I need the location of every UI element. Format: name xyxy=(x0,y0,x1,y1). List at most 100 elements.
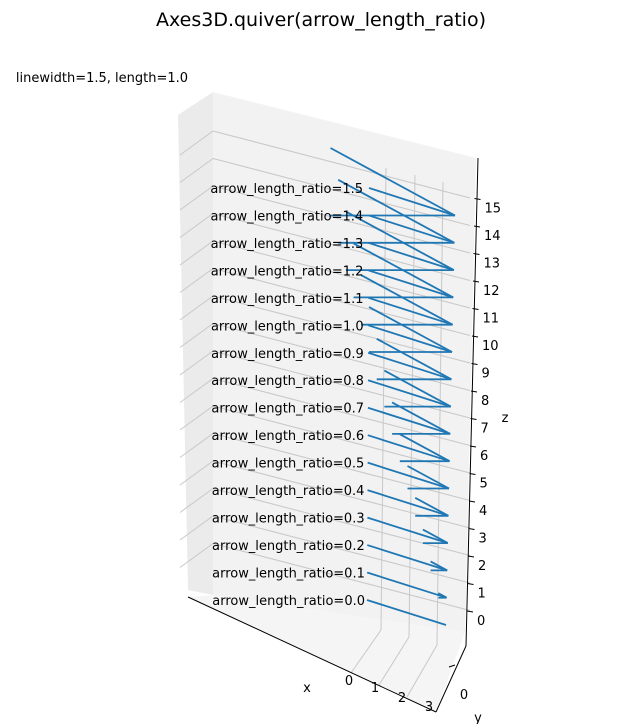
z-tick-label: 13 xyxy=(484,257,501,272)
y-tick xyxy=(448,664,456,668)
z-axis-label: z xyxy=(502,411,509,426)
z-gridline-left xyxy=(179,543,214,568)
z-tick xyxy=(472,308,479,310)
arrow-head-barb xyxy=(360,274,454,326)
chart-subtitle: linewidth=1.5, length=1.0 xyxy=(16,71,188,86)
z-tick-label: 11 xyxy=(483,312,500,327)
z-tick-label: 7 xyxy=(481,422,489,437)
z-gridline xyxy=(212,460,471,529)
z-gridline xyxy=(212,185,471,254)
arrow-head-barb xyxy=(376,338,452,381)
arrow-shaft xyxy=(367,489,449,517)
x-tick-label: 1 xyxy=(371,681,379,696)
arrow-head-barb xyxy=(414,497,449,517)
arrow-shaft xyxy=(367,516,449,544)
z-gridline-left xyxy=(179,323,214,348)
arrow-label: arrow_length_ratio=0.3 xyxy=(212,512,365,527)
z-gridline-left xyxy=(179,213,214,238)
z-gridline-left xyxy=(179,158,214,183)
x-gridline-floor xyxy=(350,629,382,674)
y-axis-line xyxy=(435,645,467,713)
arrow-head-barb xyxy=(337,179,455,244)
z-tick-label: 6 xyxy=(480,449,488,464)
z-gridline-left xyxy=(179,130,214,156)
arrow-shaft xyxy=(368,242,455,271)
z-gridline-left xyxy=(179,488,214,513)
x-tick-label: 0 xyxy=(345,674,353,689)
z-tick xyxy=(470,418,477,420)
z-tick-label: 5 xyxy=(480,477,488,492)
z-gridline-left xyxy=(179,240,214,266)
x-gridline xyxy=(380,167,387,631)
arrow-label: arrow_length_ratio=0.0 xyxy=(212,594,365,609)
arrow-label: arrow_length_ratio=1.1 xyxy=(211,292,364,307)
arrow-shaft xyxy=(366,571,447,599)
z-gridline-left xyxy=(179,433,214,458)
z-tick xyxy=(472,280,480,283)
z-tick-label: 2 xyxy=(478,559,486,574)
arrow-shaft xyxy=(366,599,447,626)
arrow-label: arrow_length_ratio=0.5 xyxy=(212,457,365,472)
y-axis-label: y xyxy=(474,711,482,724)
z-gridline-left xyxy=(179,350,214,376)
y-tick-label: 0 xyxy=(460,688,468,703)
x-gridline-floor xyxy=(406,644,438,698)
arrow-shaft xyxy=(367,379,452,408)
floor-pane xyxy=(188,595,465,712)
z-gridline xyxy=(212,543,471,611)
z-gridline xyxy=(212,488,471,556)
arrow-shaft xyxy=(368,187,456,217)
arrow-shaft xyxy=(367,434,450,463)
arrow-label: arrow_length_ratio=0.2 xyxy=(212,539,365,554)
arrow-series xyxy=(330,147,456,626)
z-tick xyxy=(469,473,476,475)
z-tick xyxy=(467,583,474,585)
arrow-label: arrow_length_ratio=0.7 xyxy=(211,402,364,417)
z-tick-label: 12 xyxy=(483,284,500,299)
chart-title: Axes3D.quiver(arrow_length_ratio) xyxy=(156,9,486,31)
z-tick xyxy=(473,253,480,255)
arrow-label: arrow_length_ratio=1.4 xyxy=(210,209,363,224)
z-tick xyxy=(468,500,476,503)
back-pane xyxy=(213,92,476,632)
z-tick-label: 3 xyxy=(479,532,487,547)
z-tick-label: 10 xyxy=(482,339,499,354)
arrow-head-barb xyxy=(330,147,456,217)
z-gridline-left xyxy=(179,268,214,293)
z-gridline-left xyxy=(179,295,214,321)
arrow-head-barb xyxy=(407,465,450,490)
z-tick-label: 0 xyxy=(477,614,485,629)
z-gridline-left xyxy=(179,460,214,486)
arrow-head-barb xyxy=(391,401,451,435)
arrow-labels: arrow_length_ratio=0.0 arrow_length_ratio… xyxy=(210,182,365,609)
z-gridline-left xyxy=(179,378,214,403)
z-tick xyxy=(469,445,477,448)
z-tick-label: 4 xyxy=(479,504,487,519)
z-tick xyxy=(468,528,475,530)
axes-panes xyxy=(178,92,476,712)
z-gridline-left xyxy=(179,515,214,541)
z-tick-label: 14 xyxy=(484,229,501,244)
arrow-shaft xyxy=(367,461,450,490)
x-tick-label: 2 xyxy=(398,691,406,706)
z-gridline-left xyxy=(179,405,214,431)
z-tick xyxy=(471,363,478,365)
z-gridline-left xyxy=(179,185,214,211)
arrow-label: arrow_length_ratio=0.9 xyxy=(211,347,364,362)
arrow-shaft xyxy=(368,214,455,244)
arrow-label: arrow_length_ratio=1.5 xyxy=(210,182,363,197)
z-tick-label: 15 xyxy=(485,202,502,217)
x-gridline-floor xyxy=(378,636,410,686)
arrow-head-barb xyxy=(399,433,451,462)
z-tick xyxy=(466,610,474,613)
arrow-head-barb xyxy=(345,210,455,271)
z-tick xyxy=(467,555,475,558)
x-axis-line xyxy=(187,596,437,713)
z-tick-label: 9 xyxy=(482,367,490,382)
z-tick xyxy=(470,390,478,393)
arrow-shaft xyxy=(368,324,453,353)
arrow-label: arrow_length_ratio=0.6 xyxy=(212,429,365,444)
z-gridline xyxy=(212,515,471,584)
